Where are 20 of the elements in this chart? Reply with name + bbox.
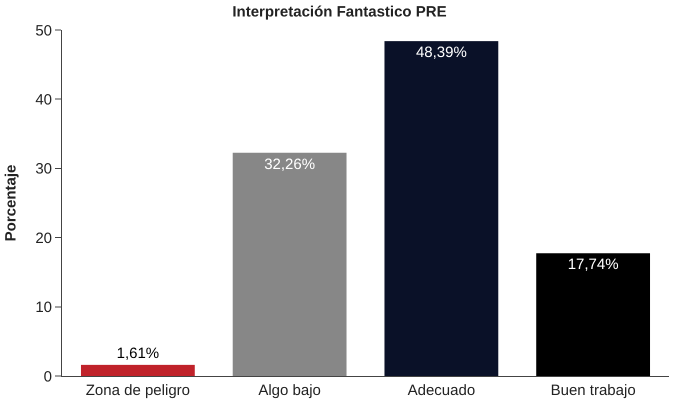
y-tick-label: 50 bbox=[35, 22, 52, 40]
y-tick-label: 30 bbox=[35, 160, 52, 178]
x-tick-label: Algo bajo bbox=[258, 382, 321, 399]
y-tick-label: 0 bbox=[44, 368, 52, 386]
bar bbox=[80, 364, 195, 376]
y-tick-label: 20 bbox=[35, 230, 52, 247]
chart-title: Interpretación Fantastico PRE bbox=[232, 4, 447, 21]
x-tick-label: Adecuado bbox=[408, 382, 476, 399]
bar bbox=[384, 41, 498, 376]
data-label: 48,39% bbox=[416, 44, 467, 62]
x-tick-label: Zona de peligro bbox=[86, 382, 190, 399]
y-tick-label: 40 bbox=[35, 91, 52, 108]
data-label: 1,61% bbox=[116, 344, 160, 362]
x-tick-label: Buen trabajo bbox=[550, 382, 636, 399]
y-tick-label: 10 bbox=[35, 299, 52, 316]
data-label: 17,74% bbox=[568, 256, 619, 274]
y-axis-title: Porcentaje bbox=[2, 164, 20, 242]
data-label: 32,26% bbox=[264, 156, 316, 173]
bar bbox=[232, 152, 347, 376]
bar bbox=[536, 253, 650, 376]
